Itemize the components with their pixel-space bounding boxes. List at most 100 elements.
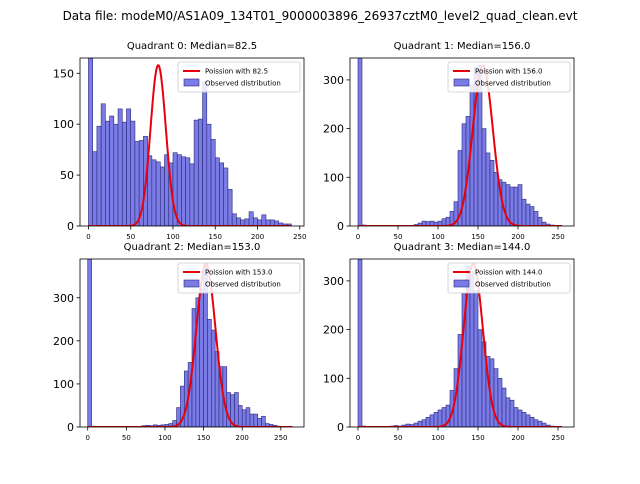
quadrant-3-ytick-label: 100 <box>323 372 344 385</box>
quadrant-0-bar <box>262 215 266 226</box>
quadrant-1-bar <box>358 58 362 226</box>
quadrant-2-legend-observed-swatch <box>184 280 199 287</box>
quadrant-3-bar <box>438 410 442 427</box>
quadrant-3-legend: Poission with 144.0 Observed distribution <box>448 263 570 293</box>
quadrant-0-ytick-label: 100 <box>53 118 74 131</box>
quadrant-3-bar <box>534 420 538 427</box>
quadrant-0-bar <box>245 219 249 226</box>
quadrant-2-bar <box>88 259 92 427</box>
quadrant-2-bar <box>211 330 215 427</box>
quadrant-1-bar <box>486 153 490 226</box>
quadrant-1-bar <box>518 185 522 226</box>
quadrant-2-ytick-label: 100 <box>53 378 74 391</box>
quadrant-0-legend-box <box>178 62 300 92</box>
quadrant-0-bar <box>88 58 92 226</box>
quadrant-3-ytick-label: 200 <box>323 324 344 337</box>
quadrant-3-bar <box>510 400 514 427</box>
quadrant-0-bar <box>118 109 122 226</box>
quadrant-0-legend-observed-label: Observed distribution <box>205 80 281 88</box>
quadrant-1-bar <box>530 207 534 226</box>
quadrant-0-bar <box>93 152 97 226</box>
quadrant-1-bar <box>494 172 498 226</box>
quadrant-0-bar <box>126 109 130 226</box>
quadrant-2-xtick-label: 250 <box>274 434 287 442</box>
quadrant-0-bar <box>228 189 232 226</box>
quadrant-0-bar <box>253 218 257 226</box>
quadrant-0-bar <box>194 120 198 226</box>
quadrant-2-ytick-label: 0 <box>67 421 74 434</box>
quadrant-0-xtick-label: 250 <box>293 233 306 241</box>
quadrant-0-bar <box>198 119 202 226</box>
quadrant-0-ytick-label: 0 <box>67 220 74 233</box>
quadrant-3-bar <box>526 415 530 427</box>
quadrant-1-bar <box>514 187 518 226</box>
quadrant-0-ytick-label: 50 <box>60 169 74 182</box>
quadrant-0-bar <box>181 157 185 226</box>
quadrant-0-xtick-label: 0 <box>86 233 90 241</box>
quadrant-3-bar <box>474 291 478 427</box>
quadrant-2-bar <box>234 393 238 427</box>
quadrant-1-xtick-label: 200 <box>511 233 524 241</box>
quadrant-2-bar <box>262 416 266 427</box>
quadrant-2-xtick-label: 150 <box>197 434 210 442</box>
quadrant-3-bar <box>530 417 534 427</box>
quadrant-1-title: Quadrant 1: Median=156.0 <box>394 41 531 52</box>
quadrant-0-legend: Poission with 82.5 Observed distribution <box>178 62 300 92</box>
quadrant-0-bar <box>114 124 118 226</box>
quadrant-0-bar <box>131 121 135 226</box>
quadrant-1-xtick-label: 250 <box>551 233 564 241</box>
quadrant-0-bar <box>135 141 139 226</box>
quadrant-2-bar <box>254 414 258 427</box>
quadrant-2-bar <box>250 414 254 427</box>
quadrant-3-bar <box>498 378 502 427</box>
quadrant-1-legend-observed-swatch <box>454 79 469 86</box>
quadrant-2-legend-box <box>178 263 300 293</box>
quadrant-0-bar <box>203 81 207 226</box>
quadrant-2-ytick-label: 200 <box>53 335 74 348</box>
quadrant-0-bar <box>215 158 219 226</box>
quadrant-1-legend-box <box>448 62 570 92</box>
quadrant-0-bar <box>160 167 164 226</box>
quadrant-1-bar <box>526 204 530 226</box>
quadrant-1-xtick-label: 0 <box>356 233 360 241</box>
quadrant-3-bar <box>422 420 426 427</box>
quadrant-3-xtick-label: 250 <box>551 434 564 442</box>
quadrant-3-legend-observed-label: Observed distribution <box>475 281 551 289</box>
quadrant-2-title: Quadrant 2: Median=153.0 <box>124 242 261 253</box>
quadrant-3-bar <box>514 408 518 427</box>
quadrant-2-bar <box>207 319 211 427</box>
quadrant-3-xtick-label: 50 <box>394 434 403 442</box>
quadrant-0-bar <box>224 168 228 226</box>
quadrant-0-bar <box>110 116 114 226</box>
quadrant-0-legend-poisson-label: Poission with 82.5 <box>205 68 268 76</box>
quadrant-0-bar <box>236 218 240 226</box>
quadrant-0-xtick-label: 150 <box>209 233 222 241</box>
quadrant-3-bar <box>506 398 510 427</box>
quadrant-0-bar <box>190 164 194 226</box>
quadrant-1-bar <box>534 211 538 226</box>
quadrant-1-xtick-label: 150 <box>471 233 484 241</box>
quadrant-0-bar <box>249 212 253 226</box>
quadrant-3-bar <box>434 412 438 427</box>
quadrant-0-xtick-label: 200 <box>251 233 264 241</box>
quadrant-2-legend-observed-label: Observed distribution <box>205 281 281 289</box>
quadrant-0-legend-observed-swatch <box>184 79 199 86</box>
quadrant-1-bar <box>482 129 486 226</box>
quadrant-2-bar <box>238 405 242 427</box>
quadrant-2-xtick-label: 100 <box>158 434 171 442</box>
quadrant-3-bar <box>430 415 434 427</box>
quadrant-0-bar <box>219 163 223 226</box>
quadrant-2-legend: Poission with 153.0 Observed distribution <box>178 263 300 293</box>
quadrant-0-bar <box>207 124 211 226</box>
quadrant-1-ytick-label: 100 <box>323 171 344 184</box>
quadrant-2-bar <box>242 410 246 427</box>
quadrant-2-legend-poisson-label: Poission with 153.0 <box>205 269 273 277</box>
quadrant-3-legend-poisson-label: Poission with 144.0 <box>475 269 543 277</box>
quadrant-3-ytick-label: 300 <box>323 275 344 288</box>
quadrant-3-bar <box>522 412 526 427</box>
quadrant-3-xtick-label: 150 <box>471 434 484 442</box>
